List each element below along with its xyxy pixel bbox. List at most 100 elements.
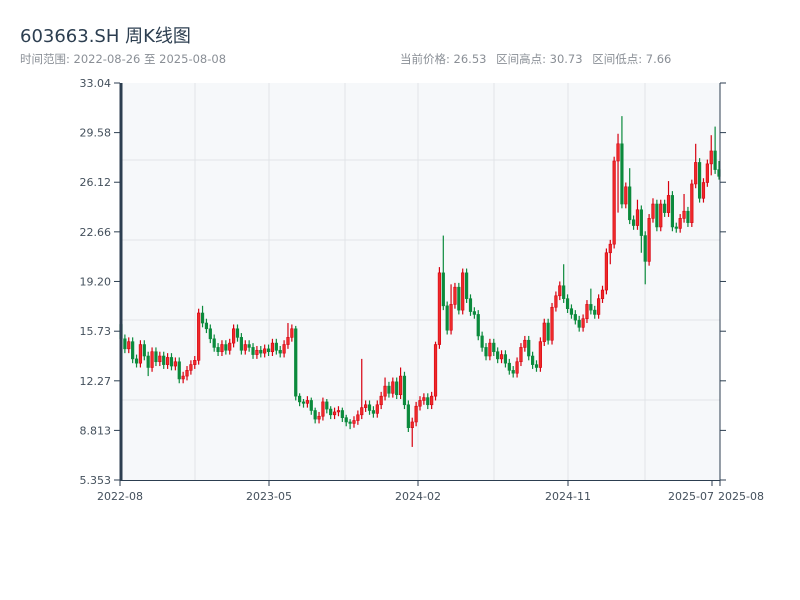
candle <box>472 307 476 319</box>
candle-body <box>464 272 469 299</box>
candle-body <box>220 344 224 353</box>
candle-body <box>562 285 566 299</box>
candle-body <box>305 400 309 404</box>
candle <box>177 357 181 384</box>
candle <box>321 397 325 421</box>
plot-background <box>120 83 720 480</box>
x-tick-label: 2023-05 <box>246 490 292 503</box>
candle <box>266 344 271 357</box>
candle <box>499 350 504 364</box>
candle-body <box>558 285 562 297</box>
candle <box>123 334 127 354</box>
candle <box>515 357 519 378</box>
candle-body <box>138 344 143 364</box>
candle <box>305 396 309 408</box>
candle-body <box>686 210 690 223</box>
candle-body <box>274 342 278 351</box>
candle-body <box>375 404 379 414</box>
candle <box>181 371 185 384</box>
candle <box>391 377 395 398</box>
current-price-label: 当前价格: 26.53 <box>400 52 487 66</box>
candle-body <box>142 344 146 357</box>
candle-body <box>430 395 434 406</box>
candle <box>298 393 302 407</box>
candle <box>577 315 581 332</box>
candle <box>150 347 154 372</box>
candle <box>558 281 562 301</box>
candle-body <box>449 304 453 331</box>
candle <box>519 343 523 367</box>
candle <box>200 305 205 328</box>
candle <box>232 324 236 348</box>
candle-body <box>600 289 605 299</box>
candle <box>294 325 298 401</box>
candle-body <box>332 411 337 416</box>
candle-body <box>247 344 251 348</box>
candle-body <box>367 404 372 411</box>
candle-body <box>232 328 236 344</box>
candle <box>348 419 352 430</box>
candle-body <box>461 272 465 311</box>
candle-body <box>651 203 655 219</box>
candle <box>422 393 426 405</box>
x-axis-ticks: 2022-08 2023-05 2024-02 2024-11 2025-07 2025-… <box>97 480 764 503</box>
candle-body <box>414 405 418 423</box>
candle-body <box>169 357 174 367</box>
candle-body <box>406 404 410 429</box>
candle <box>608 239 612 265</box>
candle-body <box>426 397 430 406</box>
candle-body <box>286 337 290 345</box>
candle-body <box>181 375 185 380</box>
candle-body <box>690 183 694 223</box>
candle <box>398 367 403 400</box>
candle-body <box>612 160 616 245</box>
candle-body <box>705 163 709 183</box>
candle-body <box>445 305 449 331</box>
x-tick-label: 2024-11 <box>545 490 591 503</box>
candle-body <box>453 286 457 305</box>
candle <box>290 324 294 342</box>
candle <box>476 310 480 341</box>
candle-body <box>709 150 713 165</box>
candle <box>414 401 418 427</box>
candle-body <box>670 195 675 228</box>
candle <box>461 268 465 315</box>
candle <box>154 347 158 367</box>
candle <box>538 337 542 372</box>
candle-body <box>534 364 539 368</box>
candle-body <box>123 338 127 350</box>
candle <box>663 199 667 217</box>
candle-body <box>165 357 170 365</box>
candle-body <box>496 351 500 360</box>
candle <box>484 343 488 361</box>
candle-body <box>329 408 333 416</box>
candle-body <box>340 410 344 418</box>
candle <box>134 354 139 368</box>
candle <box>631 215 636 230</box>
candle <box>146 351 150 377</box>
candle-body <box>643 235 647 262</box>
candle-body <box>212 338 216 348</box>
candle <box>270 338 275 357</box>
candle <box>701 178 706 203</box>
candle <box>437 267 442 349</box>
candle <box>449 284 453 335</box>
y-axis-ticks: 33.04 29.58 26.12 22.66 19.20 15.73 12.27 8.813… <box>80 77 726 487</box>
candle <box>375 400 379 418</box>
candle-body <box>197 312 201 361</box>
candle-body <box>519 347 523 363</box>
candle-body <box>492 342 496 353</box>
candle-body <box>624 186 628 205</box>
candle-body <box>309 400 313 411</box>
candle-body <box>437 272 442 345</box>
candle-body <box>255 349 259 355</box>
candle <box>666 181 671 217</box>
candle-body <box>352 420 356 424</box>
time-range-label: 时间范围: 2022-08-26 至 2025-08-08 <box>20 52 227 66</box>
candle <box>239 333 243 355</box>
y-tick-label: 8.813 <box>80 424 112 437</box>
candle-body <box>488 342 492 357</box>
candle-body <box>573 314 577 321</box>
candle <box>523 335 527 352</box>
candle <box>670 191 675 232</box>
